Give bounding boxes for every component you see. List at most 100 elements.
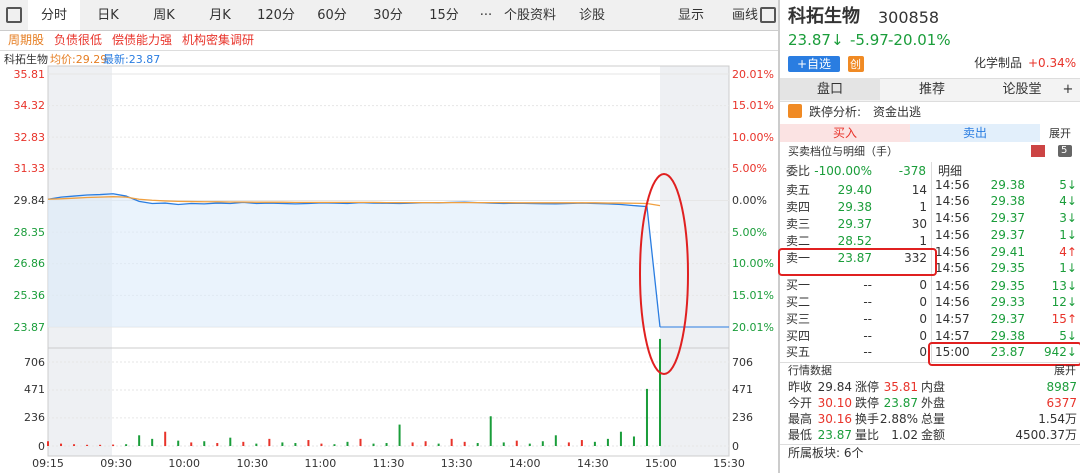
- book-volume: 1: [919, 234, 927, 248]
- book-volume: 332: [904, 251, 927, 265]
- trade-time: 14:57: [935, 329, 970, 343]
- price-tick-label: 31.33: [13, 162, 46, 176]
- time-label: 14:00: [508, 456, 541, 470]
- stat-value: 29.84: [817, 380, 852, 394]
- volume-bar: [476, 443, 479, 446]
- stat-value: 2.88%: [879, 412, 918, 426]
- tab[interactable]: 30分: [373, 7, 403, 23]
- expand[interactable]: 展开: [1054, 363, 1076, 377]
- trade-price: 29.38: [990, 194, 1025, 208]
- panel-tab[interactable]: +: [1062, 81, 1074, 97]
- tab[interactable]: 周K: [153, 7, 175, 23]
- volume-bar: [177, 440, 180, 446]
- sector: 化学制品: [974, 56, 1023, 70]
- sell-tab[interactable]: 卖出: [962, 126, 988, 140]
- stat-value: 23.87: [817, 428, 852, 442]
- volume-bar: [359, 438, 362, 446]
- volume-bar: [515, 440, 518, 446]
- book-price: --: [863, 278, 872, 292]
- volume-bar: [502, 442, 505, 446]
- time-label: 09:15: [32, 456, 64, 470]
- time-label: 11:00: [304, 456, 337, 470]
- add-button[interactable]: [788, 56, 840, 72]
- tab[interactable]: 画线: [732, 7, 759, 23]
- volume-bar: [138, 435, 141, 446]
- volume-bar: [255, 443, 258, 446]
- tab[interactable]: 月K: [209, 7, 231, 23]
- stock-name: 科拓生物: [788, 6, 860, 27]
- volume-bar: [659, 338, 661, 446]
- panel-tab[interactable]: 论股堂: [1002, 81, 1042, 97]
- price-tick-label: 25.36: [13, 288, 46, 302]
- legend-avg: 均价:29.29: [50, 52, 108, 66]
- volume-bar: [580, 440, 583, 446]
- stat-label: 涨停: [855, 380, 880, 394]
- book-price: 23.87: [837, 251, 872, 265]
- book-level: 卖一: [786, 251, 811, 265]
- volume-bar: [203, 441, 206, 446]
- book-level: 卖五: [786, 183, 811, 197]
- volume-bar: [281, 442, 284, 446]
- volume-bar: [151, 438, 154, 446]
- volume-bar: [333, 444, 336, 446]
- price-tick-label: 23.87: [13, 320, 46, 334]
- trade-volume: 4↑: [1059, 245, 1077, 259]
- stat-value: 6377: [1046, 396, 1077, 410]
- book-volume: 30: [911, 217, 927, 231]
- expand[interactable]: 展开: [1049, 126, 1071, 140]
- volume-tick-label: 0: [732, 439, 739, 453]
- volume-bar: [489, 416, 492, 446]
- panel-tab[interactable]: 盘口: [816, 81, 844, 97]
- pct-tick-label: 10.00%: [732, 130, 774, 144]
- trade-price: 29.38: [990, 329, 1025, 343]
- stat-label: 最高: [788, 412, 813, 426]
- tag: 负债很低: [54, 33, 103, 47]
- trade-price: 29.38: [990, 178, 1025, 192]
- book-volume: 0: [919, 295, 927, 309]
- volume-bar: [385, 443, 388, 446]
- volume-bar: [346, 441, 349, 446]
- pct-tick-label: 5.00%: [732, 225, 767, 239]
- buy-tab[interactable]: 买入: [832, 126, 858, 140]
- book-volume: 0: [919, 278, 927, 292]
- volume-bar: [60, 443, 63, 446]
- trade-time: 14:56: [935, 245, 970, 259]
- pct-tick-label: 15.01%: [732, 99, 774, 113]
- panel-tab[interactable]: 推荐: [918, 81, 946, 97]
- volume-bar: [411, 442, 414, 446]
- tab[interactable]: 60分: [317, 7, 347, 23]
- ratio-diff: -378: [898, 164, 926, 178]
- price-tick-label: 35.81: [13, 67, 46, 81]
- tab[interactable]: 诊股: [578, 7, 606, 23]
- volume-bar: [268, 438, 271, 446]
- tab[interactable]: 分时: [40, 7, 68, 23]
- icon: [6, 7, 22, 23]
- volume-bar: [294, 443, 297, 446]
- pct-tick-label: 20.01%: [732, 320, 774, 334]
- tab[interactable]: 个股资料: [503, 7, 557, 23]
- stat-value: 30.16: [817, 412, 852, 426]
- volume-tick-label: 706: [24, 355, 45, 369]
- volume-bar: [593, 441, 596, 446]
- book-price: --: [863, 295, 872, 309]
- tab[interactable]: 120分: [257, 7, 295, 23]
- book-level: 卖四: [786, 200, 811, 214]
- volume-tick-label: 236: [24, 411, 45, 425]
- tab[interactable]: 15分: [429, 7, 459, 23]
- trade-time: 14:56: [935, 295, 970, 309]
- stat-label: 外盘: [921, 396, 946, 410]
- volume-bar: [554, 435, 557, 446]
- tab[interactable]: ···: [479, 7, 493, 23]
- trade-time: 14:56: [935, 211, 970, 225]
- time-label: 09:30: [100, 456, 132, 470]
- tab[interactable]: 显示: [678, 7, 705, 23]
- price-tick-label: 32.83: [13, 130, 46, 144]
- tab[interactable]: 日K: [97, 7, 119, 23]
- level: 5: [1061, 145, 1068, 156]
- section-title: 行情数据: [788, 363, 832, 377]
- time-label: 11:30: [372, 456, 405, 470]
- badge: 创: [850, 57, 861, 71]
- volume-tick-label: 0: [38, 439, 45, 453]
- add-button[interactable]: +自选: [796, 57, 832, 71]
- chart: [47, 65, 730, 457]
